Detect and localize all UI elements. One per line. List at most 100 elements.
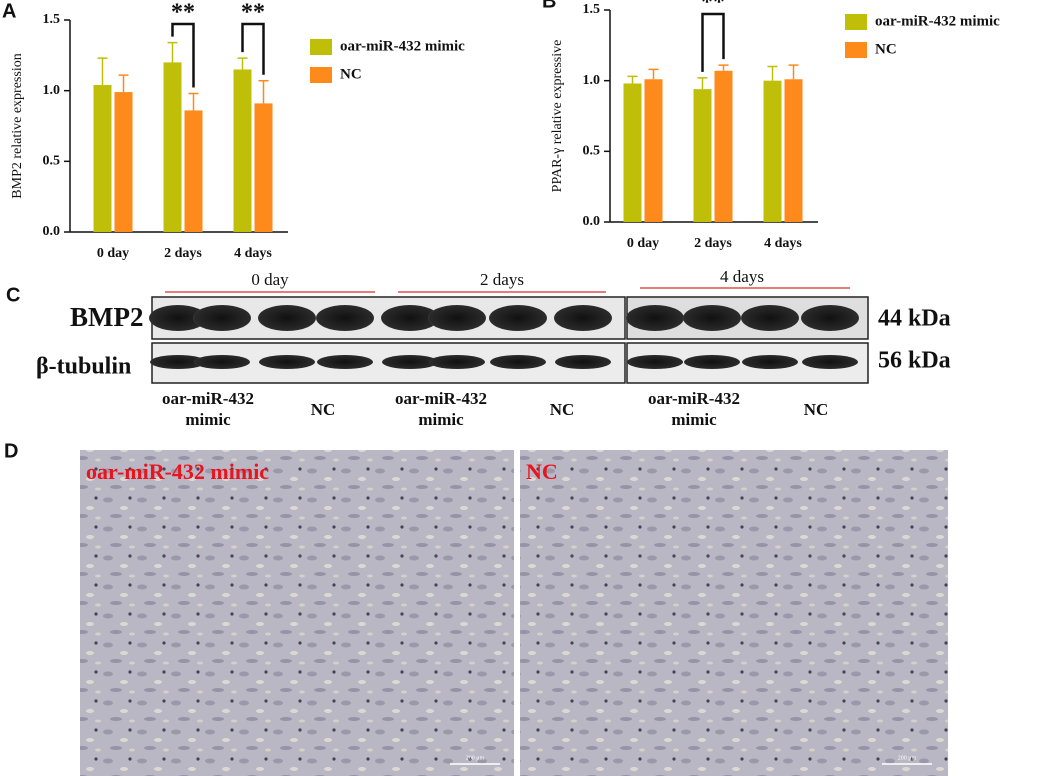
micrograph <box>520 450 948 776</box>
panel-letter: C <box>6 284 20 306</box>
size-label: 44 kDa <box>878 306 951 332</box>
band <box>742 355 798 369</box>
row-label: BMP2 <box>70 302 144 332</box>
lane-label: oar-miR-432 mimic <box>395 389 487 429</box>
error-bar <box>258 80 269 104</box>
error-bar <box>788 64 799 80</box>
scale-label: 200 μm <box>466 755 485 761</box>
lane-label: oar-miR-432 mimic <box>648 389 740 429</box>
band <box>683 305 741 331</box>
y-tick-label: 1.0 <box>43 83 61 98</box>
significance-label: ** <box>171 0 195 26</box>
error-bar <box>767 65 778 81</box>
bar <box>163 62 182 233</box>
legend-swatch <box>845 14 867 30</box>
band <box>193 305 251 331</box>
bar <box>184 110 203 232</box>
legend-label: NC <box>340 66 362 82</box>
bar <box>623 83 642 222</box>
panel-letter: B <box>542 0 556 12</box>
band <box>554 305 612 331</box>
significance-bracket <box>171 22 195 88</box>
image-label: oar-miR-432 mimic <box>86 459 269 484</box>
band <box>382 355 438 369</box>
band <box>317 355 373 369</box>
significance-bracket <box>701 12 725 72</box>
legend-swatch <box>310 39 332 55</box>
band <box>627 355 683 369</box>
bar <box>254 103 273 233</box>
bar <box>93 85 112 232</box>
size-label: 56 kDa <box>878 348 951 374</box>
error-bar <box>648 68 659 80</box>
band <box>150 355 206 369</box>
band <box>626 305 684 331</box>
bar <box>784 79 803 223</box>
y-tick-label: 1.5 <box>583 2 601 17</box>
bar <box>763 80 782 223</box>
error-bar <box>718 64 729 71</box>
scale-label: 200 μm <box>898 755 917 761</box>
lane-label: oar-miR-432 mimic <box>162 389 254 429</box>
panel-letter: A <box>2 0 16 22</box>
micrograph <box>80 450 514 776</box>
x-tick-label: 2 days <box>694 236 732 251</box>
bar <box>114 92 133 232</box>
error-bar <box>167 41 178 63</box>
band <box>258 305 316 331</box>
row-label: β-tubulin <box>36 354 131 380</box>
y-tick-label: 0.0 <box>583 214 601 229</box>
band <box>316 305 374 331</box>
band <box>490 355 546 369</box>
band <box>741 305 799 331</box>
legend-swatch <box>845 42 867 58</box>
band <box>429 355 485 369</box>
band <box>194 355 250 369</box>
x-tick-label: 2 days <box>164 246 202 261</box>
band <box>259 355 315 369</box>
band <box>428 305 486 331</box>
y-tick-label: 0.0 <box>43 224 61 239</box>
band <box>381 305 439 331</box>
time-label: 0 day <box>251 270 289 289</box>
significance-bracket <box>241 22 265 75</box>
error-bar <box>188 92 199 111</box>
y-tick-label: 1.5 <box>43 12 61 27</box>
band <box>489 305 547 331</box>
y-tick-label: 0.5 <box>43 154 61 169</box>
error-bar <box>697 77 708 90</box>
band <box>801 305 859 331</box>
significance-label: ** <box>701 0 725 16</box>
band <box>802 355 858 369</box>
blot-image <box>149 296 869 384</box>
band <box>684 355 740 369</box>
band <box>555 355 611 369</box>
lane-label: NC <box>310 400 336 419</box>
band <box>149 305 207 331</box>
bar <box>693 89 712 222</box>
legend-label: oar-miR-432 mimic <box>875 13 1000 29</box>
lane-label: NC <box>803 400 829 419</box>
image-label: NC <box>526 459 558 484</box>
significance-label: ** <box>241 0 265 26</box>
error-bar <box>118 74 129 93</box>
bar <box>233 69 252 232</box>
error-bar <box>627 75 638 84</box>
error-bar <box>237 57 248 70</box>
bar <box>644 79 663 223</box>
x-tick-label: 0 day <box>97 246 129 261</box>
legend-label: oar-miR-432 mimic <box>340 38 465 54</box>
legend-label: NC <box>875 41 897 57</box>
lane-label: NC <box>549 400 575 419</box>
y-axis-label: PPAR-γ relative expressive <box>550 40 565 193</box>
time-label: 4 days <box>720 267 764 286</box>
x-tick-label: 0 day <box>627 236 659 251</box>
y-axis-label: BMP2 relative expression <box>10 53 25 198</box>
panel-letter: D <box>4 440 18 462</box>
error-bar <box>97 57 108 86</box>
y-tick-label: 1.0 <box>583 73 601 88</box>
x-tick-label: 4 days <box>234 246 272 261</box>
time-label: 2 days <box>480 270 524 289</box>
